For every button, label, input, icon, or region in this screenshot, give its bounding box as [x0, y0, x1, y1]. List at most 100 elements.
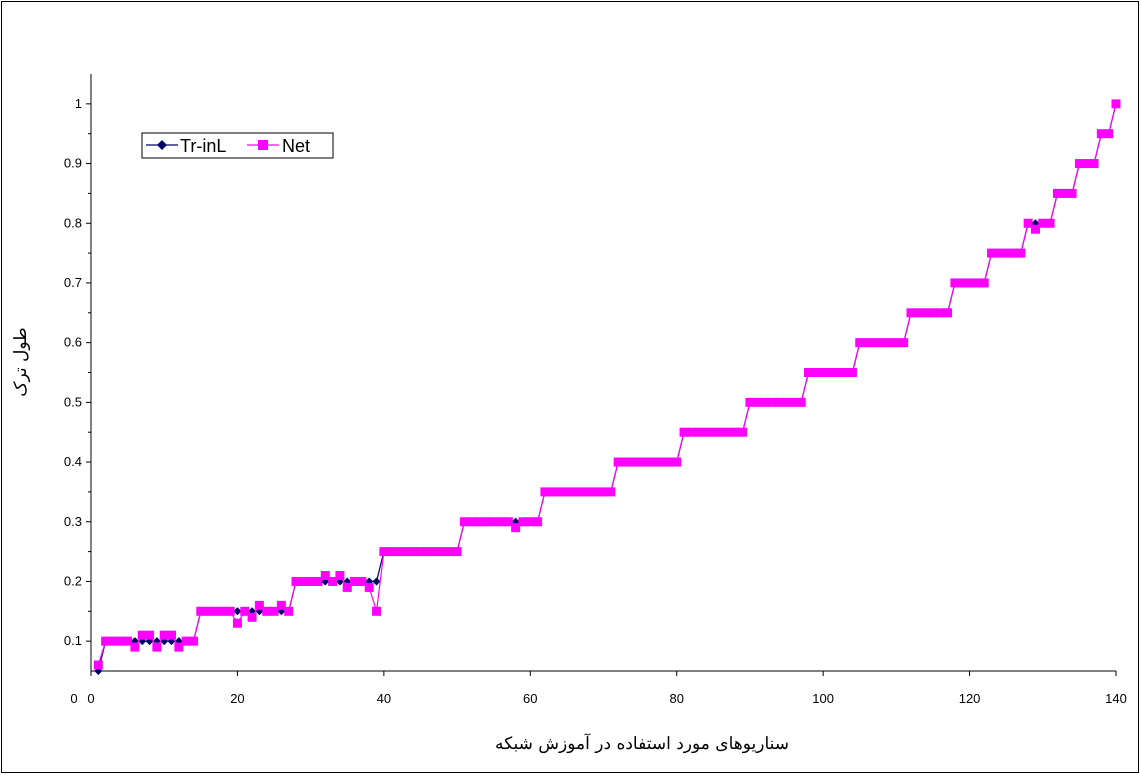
data-point: [284, 606, 294, 616]
data-point: [642, 457, 652, 467]
data-point: [1052, 188, 1062, 198]
data-point: [965, 278, 975, 288]
data-point: [459, 517, 469, 527]
x-tick-label: 100: [812, 691, 834, 706]
origin-label: 0: [70, 691, 77, 706]
data-point: [335, 570, 345, 580]
data-point: [701, 427, 711, 437]
data-point: [745, 397, 755, 407]
data-point: [555, 487, 565, 497]
x-tick-label: 40: [377, 691, 391, 706]
data-point: [694, 427, 704, 437]
data-point: [804, 368, 813, 377]
data-point: [401, 547, 411, 557]
data-point: [884, 338, 894, 348]
plot-area: [90, 74, 1116, 672]
data-point: [855, 338, 865, 348]
data-point: [635, 457, 645, 467]
data-point: [437, 547, 447, 557]
y-tick-label: 0.7: [64, 275, 82, 290]
data-point: [1096, 129, 1106, 139]
data-point: [620, 457, 630, 467]
data-point: [994, 248, 1004, 258]
data-point: [1082, 159, 1092, 169]
data-point: [708, 427, 718, 437]
data-point: [130, 642, 140, 652]
y-axis-title: طول ترک: [11, 327, 31, 396]
y-tick-label: 0.4: [64, 454, 82, 469]
data-point: [320, 570, 330, 580]
data-point: [174, 642, 184, 652]
data-point: [218, 606, 228, 616]
data-point: [379, 547, 389, 557]
data-point: [145, 630, 155, 640]
data-point: [599, 487, 608, 497]
data-point: [840, 368, 850, 377]
data-point: [825, 368, 835, 377]
data-point: [123, 636, 133, 646]
y-tick-label: 0.2: [64, 573, 82, 588]
series-net: [93, 99, 1121, 670]
data-point: [833, 368, 843, 377]
data-point: [987, 248, 997, 258]
y-tick-label: 0.6: [64, 335, 82, 350]
data-point: [899, 338, 909, 348]
data-point: [818, 368, 828, 377]
data-point: [445, 547, 455, 557]
data-point: [584, 487, 594, 497]
data-point: [716, 427, 726, 437]
data-point: [254, 600, 264, 610]
data-point: [679, 427, 689, 437]
data-point: [606, 487, 616, 497]
data-point: [159, 630, 169, 640]
data-point: [262, 606, 272, 616]
data-point: [306, 576, 316, 586]
data-point: [503, 517, 513, 527]
axis-ticks: 0.1 0.2 0.3 0.4 0.5 0.6 0.7 0.8 0.9 1 0 20 40 60 80 100…: [64, 96, 1127, 706]
data-point: [1045, 218, 1055, 228]
data-point: [1089, 159, 1099, 169]
data-point: [921, 308, 931, 318]
x-tick-label: 140: [1105, 691, 1127, 706]
data-point: [1023, 218, 1033, 228]
data-point: [906, 308, 916, 318]
data-point: [1016, 248, 1026, 258]
data-point: [518, 517, 528, 527]
series-line-tr-inl: [97, 103, 1117, 672]
data-point: [738, 427, 748, 437]
data-point: [533, 517, 543, 527]
data-point: [1009, 248, 1018, 258]
data-point: [1074, 159, 1084, 169]
legend: Tr-inL Net: [141, 132, 334, 159]
data-point: [686, 427, 696, 437]
data-point: [430, 547, 440, 557]
data-point: [167, 630, 177, 640]
data-point: [481, 517, 491, 527]
data-point: [203, 606, 213, 616]
data-point: [862, 338, 872, 348]
data-point: [796, 397, 806, 407]
data-point: [774, 397, 784, 407]
data-point: [511, 523, 521, 533]
data-point: [291, 576, 301, 586]
y-tick-label: 1: [75, 96, 82, 111]
data-point: [415, 547, 425, 557]
data-point: [328, 576, 338, 586]
data-point: [247, 612, 257, 622]
data-point: [1060, 188, 1070, 198]
data-point: [408, 547, 418, 557]
data-point: [767, 397, 777, 407]
data-point: [225, 606, 235, 616]
data-point: [613, 457, 623, 467]
data-point: [1038, 218, 1048, 228]
data-point: [525, 517, 535, 527]
legend-label-tr-inl: Tr-inL: [180, 136, 226, 156]
data-point: [730, 427, 740, 437]
data-point: [877, 338, 887, 348]
data-point: [540, 487, 550, 497]
data-point: [372, 606, 382, 616]
x-tick-label: 80: [669, 691, 683, 706]
data-point: [569, 487, 579, 497]
